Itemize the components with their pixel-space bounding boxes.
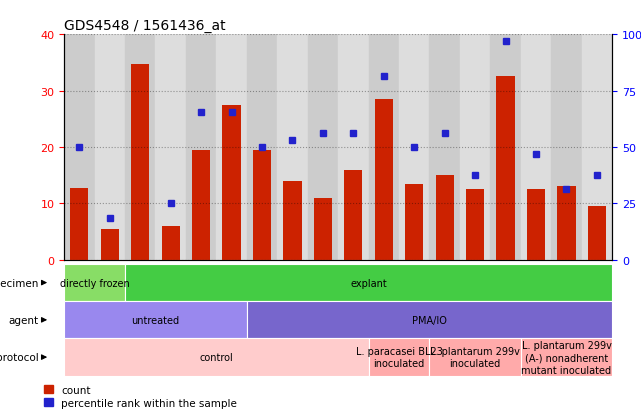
- Bar: [429, 35, 460, 260]
- Bar: [466, 190, 484, 260]
- Legend: count, percentile rank within the sample: count, percentile rank within the sample: [44, 385, 237, 408]
- Bar: [64, 339, 369, 376]
- Bar: [496, 77, 515, 260]
- Bar: [490, 35, 520, 260]
- Bar: [520, 339, 612, 376]
- Bar: [125, 264, 612, 301]
- Bar: [64, 35, 95, 260]
- Bar: [155, 35, 186, 260]
- Bar: [101, 229, 119, 260]
- Bar: [551, 35, 581, 260]
- Bar: [436, 176, 454, 260]
- Bar: [314, 198, 332, 260]
- Bar: [186, 35, 216, 260]
- Bar: [162, 226, 179, 260]
- Bar: [308, 35, 338, 260]
- Text: L. plantarum 299v
(A-) nonadherent
mutant inoculated: L. plantarum 299v (A-) nonadherent mutan…: [521, 340, 612, 375]
- Text: untreated: untreated: [131, 315, 179, 325]
- Bar: [369, 35, 399, 260]
- Bar: [369, 339, 429, 376]
- Bar: [405, 184, 423, 260]
- Text: control: control: [199, 352, 233, 362]
- Text: PMA/IO: PMA/IO: [412, 315, 447, 325]
- Bar: [277, 35, 308, 260]
- Text: GDS4548 / 1561436_at: GDS4548 / 1561436_at: [64, 19, 226, 33]
- Bar: [247, 301, 612, 339]
- Text: protocol: protocol: [0, 352, 38, 362]
- Bar: [399, 35, 429, 260]
- Bar: [374, 100, 393, 260]
- Bar: [64, 301, 247, 339]
- Text: L. plantarum 299v
inoculated: L. plantarum 299v inoculated: [430, 346, 520, 368]
- Text: directly frozen: directly frozen: [60, 278, 129, 288]
- Bar: [344, 170, 362, 260]
- Text: specimen: specimen: [0, 278, 38, 288]
- Bar: [338, 35, 369, 260]
- Text: explant: explant: [350, 278, 387, 288]
- Bar: [247, 35, 277, 260]
- Bar: [520, 35, 551, 260]
- Bar: [192, 150, 210, 260]
- Bar: [557, 187, 576, 260]
- Bar: [460, 35, 490, 260]
- Bar: [283, 181, 301, 260]
- Bar: [216, 35, 247, 260]
- Text: L. paracasei BL23
inoculated: L. paracasei BL23 inoculated: [356, 346, 442, 368]
- Bar: [429, 339, 520, 376]
- Bar: [588, 207, 606, 260]
- Bar: [131, 64, 149, 260]
- Bar: [527, 190, 545, 260]
- Text: agent: agent: [8, 315, 38, 325]
- Bar: [125, 35, 155, 260]
- Bar: [222, 105, 240, 260]
- Bar: [581, 35, 612, 260]
- Bar: [71, 188, 88, 260]
- Bar: [253, 150, 271, 260]
- Bar: [64, 264, 125, 301]
- Bar: [95, 35, 125, 260]
